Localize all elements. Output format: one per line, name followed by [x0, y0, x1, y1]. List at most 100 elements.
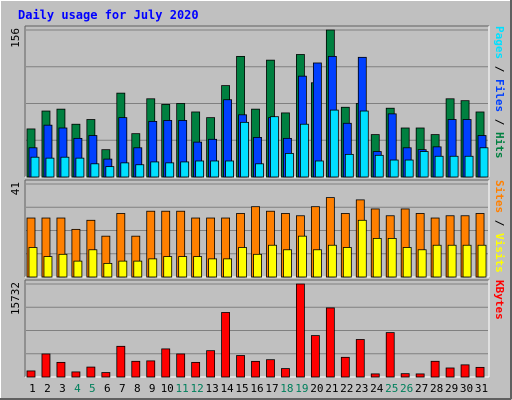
legend-files: Files: [493, 79, 506, 112]
bar-pages-day-25: [389, 159, 399, 178]
bar-sites-day-30: [462, 244, 472, 278]
bar-kbytes-day-28: [430, 360, 440, 378]
bar-sites-day-3: [58, 253, 68, 278]
bar-sites-day-17: [268, 244, 277, 278]
bar-pages-day-22: [344, 153, 354, 178]
bar-sites-day-15: [238, 247, 247, 278]
bar-sites-day-11: [178, 256, 188, 278]
panel-mid: 41 Sites / Visits: [9, 179, 506, 278]
bar-pages-day-5: [90, 163, 100, 178]
bar-sites-day-21: [327, 244, 337, 278]
bar-sites-day-29: [447, 244, 457, 278]
bar-kbytes-day-21: [325, 307, 335, 378]
bar-pages-day-20: [314, 160, 324, 178]
x-tick-label-day-6: 6: [104, 382, 111, 395]
bar-pages-day-12: [195, 160, 205, 178]
bar-sites-day-7: [118, 260, 128, 278]
bar-sites-day-22: [342, 247, 352, 278]
x-tick-label-day-3: 3: [59, 382, 66, 395]
bar-sites-day-10: [163, 256, 173, 278]
bar-sites-day-24: [372, 238, 382, 278]
x-tick-label-day-9: 9: [149, 382, 156, 395]
bar-pages-day-28: [434, 155, 444, 178]
panel-legend-mid: Sites / Visits: [493, 180, 506, 273]
bar-pages-day-13: [210, 160, 220, 178]
bar-kbytes-day-9: [146, 360, 156, 378]
bar-sites-day-20: [312, 249, 322, 278]
bar-sites-day-23: [357, 219, 367, 278]
x-tick-label-day-13: 13: [205, 382, 218, 395]
bar-sites-day-26: [402, 247, 412, 278]
bar-pages-day-4: [75, 157, 85, 178]
bar-kbytes-day-24: [370, 373, 380, 378]
x-tick-label-day-25: 25: [385, 382, 398, 395]
bar-pages-day-2: [45, 157, 55, 178]
bar-kbytes-day-20: [310, 335, 320, 378]
bar-kbytes-day-25: [385, 332, 395, 378]
x-tick-label-day-27: 27: [415, 382, 428, 395]
panel-area: [25, 280, 489, 377]
bar-pages-day-23: [359, 110, 369, 178]
bar-pages-day-11: [180, 161, 190, 178]
bar-sites-day-13: [208, 258, 218, 278]
bar-pages-day-19: [300, 123, 309, 178]
bar-pages-day-27: [419, 151, 429, 178]
bar-sites-day-16: [253, 253, 262, 278]
x-tick-label-day-29: 29: [445, 382, 458, 395]
bar-pages-day-3: [60, 156, 70, 178]
bar-kbytes-day-7: [116, 345, 126, 378]
bar-kbytes-day-6: [101, 372, 111, 378]
x-tick-label-day-16: 16: [250, 382, 263, 395]
x-tick-label-day-7: 7: [119, 382, 126, 395]
bar-kbytes-day-1: [26, 370, 36, 378]
y-max-label-top: 156: [9, 28, 22, 48]
bar-kbytes-day-30: [460, 364, 470, 378]
bar-pages-day-17: [270, 116, 279, 178]
x-tick-label-day-8: 8: [134, 382, 141, 395]
bar-kbytes-day-11: [176, 353, 186, 378]
x-tick-label-day-4: 4: [74, 382, 81, 395]
x-tick-label-day-20: 20: [310, 382, 323, 395]
x-tick-label-day-5: 5: [89, 382, 96, 395]
bar-kbytes-day-14: [221, 312, 230, 378]
bar-kbytes-day-23: [355, 339, 365, 378]
bar-pages-day-16: [255, 163, 264, 178]
bar-kbytes-day-10: [161, 348, 171, 378]
bar-pages-day-9: [150, 161, 160, 178]
bar-kbytes-day-18: [281, 368, 290, 378]
bar-sites-day-28: [432, 244, 442, 278]
bar-kbytes-day-26: [400, 373, 410, 378]
legend-sites: Sites: [493, 180, 506, 213]
bar-kbytes-day-19: [296, 283, 305, 378]
bar-sites-day-9: [148, 258, 158, 278]
chart-title: Daily usage for July 2020: [18, 8, 199, 22]
bar-sites-day-19: [298, 235, 307, 278]
bar-sites-day-4: [73, 260, 83, 278]
bar-kbytes-day-5: [86, 366, 96, 378]
bar-sites-day-5: [88, 249, 98, 278]
panel-top: 156 Pages / Files / Hits: [9, 25, 506, 178]
legend-separator: /: [493, 112, 506, 132]
panel-bot: 15732 KBytes: [9, 279, 506, 378]
x-tick-label-day-19: 19: [295, 382, 308, 395]
legend-visits: Visits: [493, 233, 506, 273]
x-tick-label-day-26: 26: [400, 382, 413, 395]
legend-kbytes: KBytes: [493, 280, 506, 320]
x-tick-label-day-15: 15: [235, 382, 248, 395]
x-tick-label-day-23: 23: [355, 382, 368, 395]
bar-files-day-20: [312, 62, 322, 178]
legend-separator: /: [493, 59, 506, 79]
bar-pages-day-6: [105, 166, 115, 178]
bar-pages-day-24: [374, 154, 384, 178]
panel-legend-top: Pages / Files / Hits: [493, 26, 506, 159]
bar-sites-day-12: [193, 256, 203, 278]
bar-kbytes-day-2: [41, 353, 51, 378]
bar-pages-day-29: [449, 155, 459, 178]
x-tick-label-day-30: 30: [460, 382, 473, 395]
bar-sites-day-27: [417, 249, 427, 278]
x-tick-label-day-11: 11: [176, 382, 189, 395]
x-tick-label-day-10: 10: [161, 382, 174, 395]
bar-pages-day-31: [479, 147, 489, 178]
x-tick-label-day-31: 31: [475, 382, 488, 395]
